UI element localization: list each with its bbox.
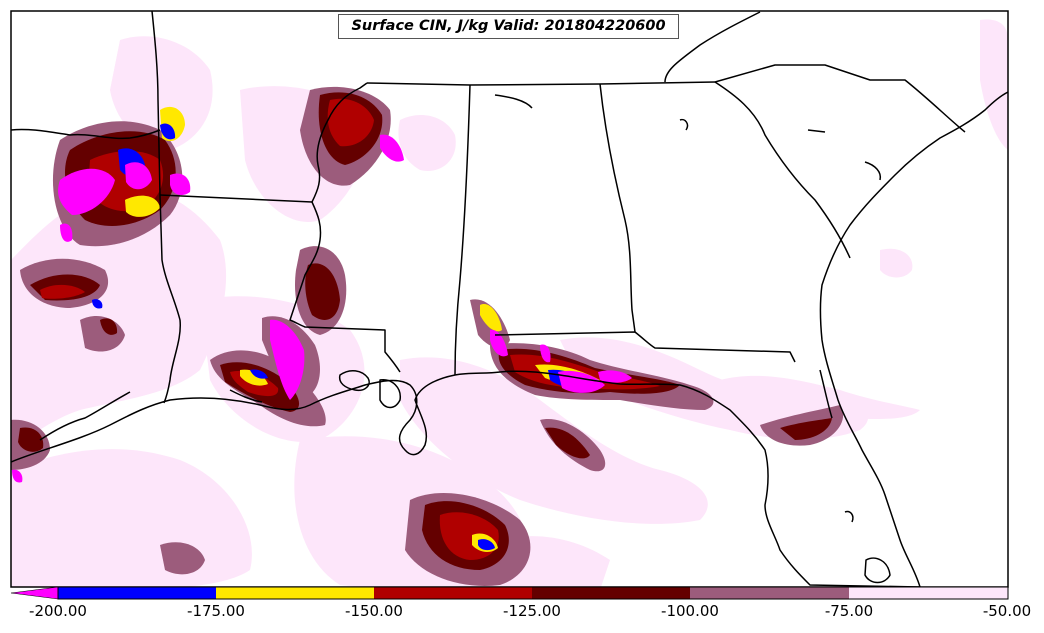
- lake-1: [494, 94, 533, 109]
- colorbar-segment-yellow: [216, 587, 374, 599]
- nc-sc-border: [714, 64, 966, 133]
- tx-coast-detail: [39, 391, 131, 441]
- ar-la-border: [159, 194, 313, 203]
- fl-al-border: [494, 331, 796, 363]
- lake-2: [679, 118, 689, 131]
- ar-ok-border: [151, 11, 161, 196]
- colorbar-label-4: -100.00: [661, 602, 719, 620]
- north-river: [664, 11, 761, 83]
- colorbar-segment-magenta: [10, 586, 59, 600]
- colorbar-segment-mauve: [690, 587, 849, 599]
- colorbar-label-6: -50.00: [982, 602, 1032, 620]
- colorbar-segment-lightest: [849, 587, 1008, 599]
- lake-fl-2: [844, 510, 854, 523]
- colorbar-label-3: -125.00: [503, 602, 561, 620]
- colorbar: [10, 586, 1009, 600]
- cin-fill-magenta: [12, 134, 632, 483]
- gulf-coastline: [11, 91, 1008, 587]
- colorbar-label-0: -200.00: [29, 602, 87, 620]
- la-coast-detail: [229, 389, 263, 403]
- lake-4: [864, 161, 882, 181]
- lake-fl: [864, 557, 891, 584]
- colorbar-label-2: -150.00: [345, 602, 403, 620]
- fl-bay-detail: [819, 369, 833, 419]
- cin-contours: [11, 19, 1008, 587]
- tx-la-border: [159, 194, 181, 404]
- mississippi-river-north: [311, 82, 368, 203]
- lake-3: [807, 129, 826, 133]
- tn-border: [366, 81, 716, 86]
- colorbar-segment-dark-red: [532, 587, 690, 599]
- colorbar-segment-red: [374, 587, 532, 599]
- al-ga-border: [599, 83, 636, 333]
- ms-al-border: [454, 84, 471, 376]
- colorbar-label-1: -175.00: [187, 602, 245, 620]
- mississippi-river: [289, 201, 401, 373]
- ga-sc-border: [714, 81, 851, 259]
- delta-coast-2: [379, 379, 401, 409]
- map-title: Surface CIN, J/kg Valid: 201804220600: [338, 14, 679, 39]
- boundaries: [11, 11, 1008, 587]
- colorbar-segment-blue: [58, 587, 216, 599]
- delta-coast: [338, 370, 370, 392]
- colorbar-label-5: -75.00: [824, 602, 874, 620]
- ok-tx-border: [11, 128, 161, 140]
- colorbar-frame: [57, 586, 1009, 600]
